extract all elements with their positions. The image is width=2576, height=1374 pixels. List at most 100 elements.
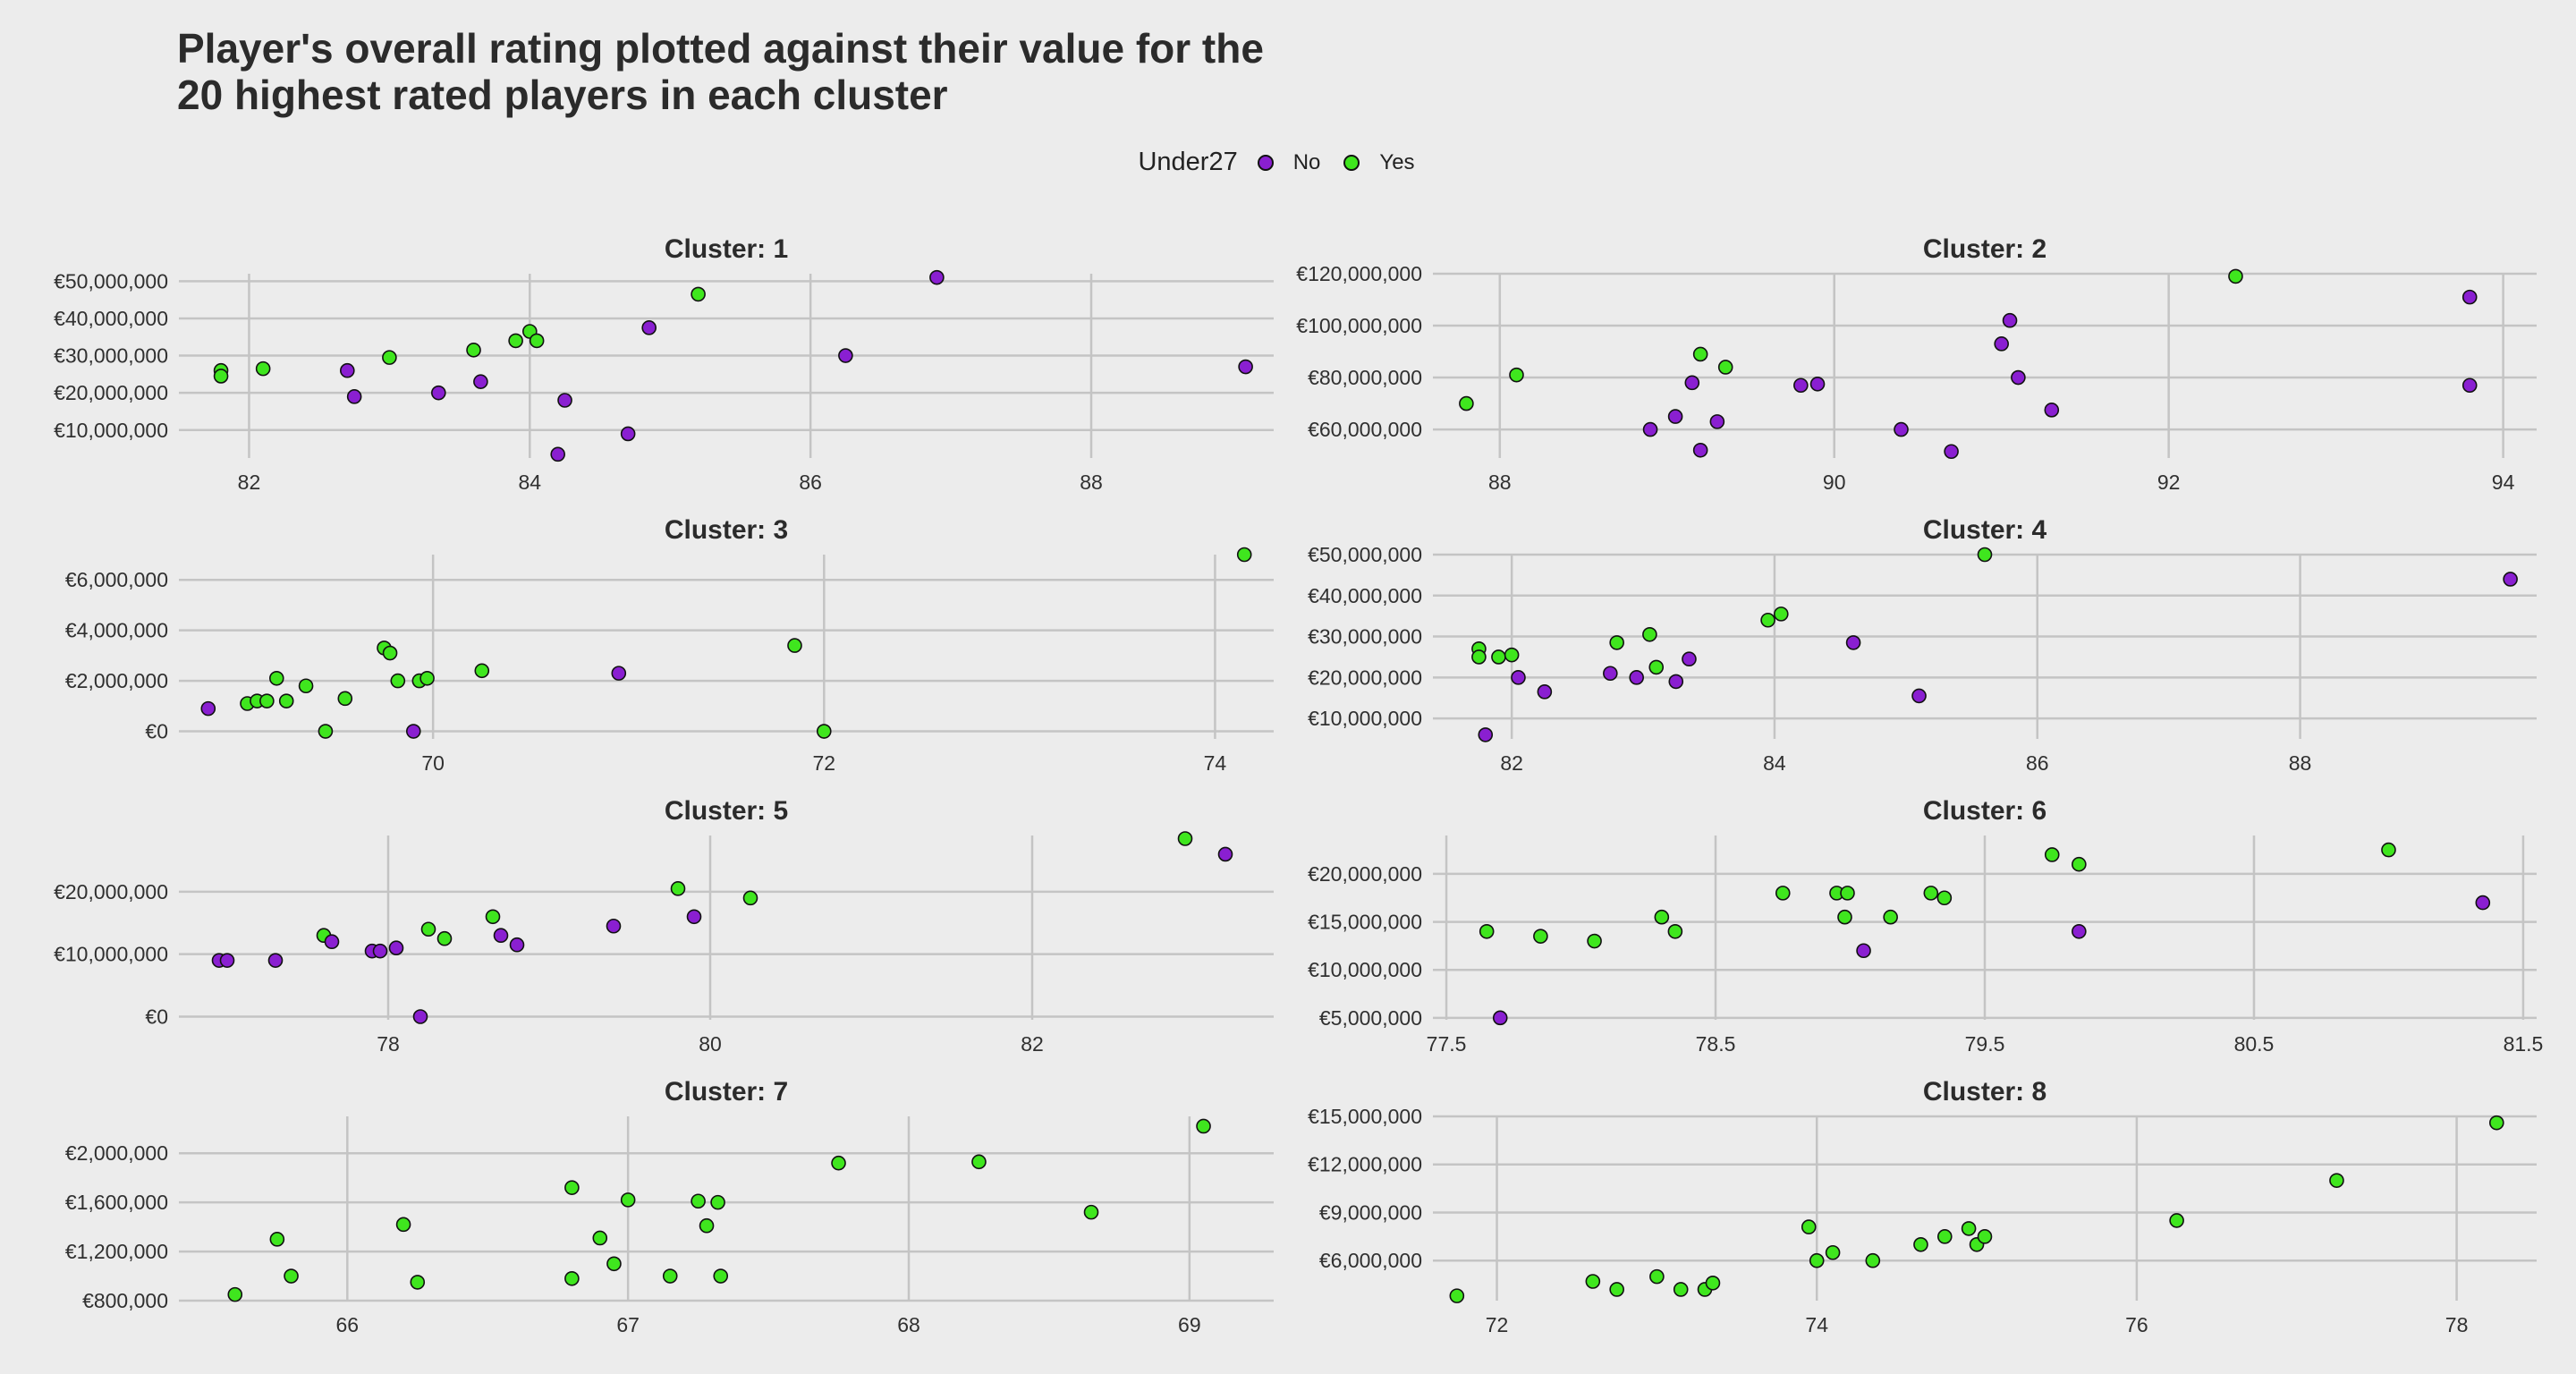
data-point-3-16 <box>611 666 627 681</box>
data-point-8-16 <box>2169 1213 2184 1228</box>
facet-panel-8: Cluster: 8 €6,000,000 €9,000,000 €12,000,00… <box>1308 1077 2537 1336</box>
facet-title-6: Cluster: 6 <box>1923 796 2046 826</box>
data-point-2-11 <box>1894 421 1909 437</box>
data-point-7-10 <box>662 1268 678 1284</box>
data-point-8-3 <box>1649 1268 1665 1285</box>
data-point-1-14 <box>620 426 636 442</box>
data-point-3-12 <box>405 724 421 739</box>
data-point-2-9 <box>1793 377 1809 394</box>
facet-panel-5: Cluster: 5 €0 €10,000,000 €20,000,000 78 80 82 <box>54 796 1274 1056</box>
y-tick-label-8-3: €15,000,000 <box>1308 1105 1422 1128</box>
data-point-6-0 <box>1479 923 1495 939</box>
data-point-2-17 <box>2228 268 2243 284</box>
x-tick-label-1-0: 82 <box>238 471 261 494</box>
data-point-8-11 <box>1913 1237 1928 1252</box>
y-tick-label-7-2: €1,600,000 <box>65 1191 168 1214</box>
data-point-8-2 <box>1609 1282 1624 1297</box>
y-tick-label-7-3: €2,000,000 <box>65 1141 168 1165</box>
data-point-8-13 <box>1961 1221 1977 1236</box>
data-point-5-8 <box>412 1009 428 1024</box>
data-point-5-9 <box>420 921 436 937</box>
data-point-4-17 <box>1911 688 1927 704</box>
data-point-8-8 <box>1809 1252 1825 1268</box>
data-point-3-14 <box>419 670 435 686</box>
x-tick-label-8-0: 72 <box>1486 1313 1509 1336</box>
y-tick-label-1-0: €10,000,000 <box>54 419 168 442</box>
data-point-6-14 <box>2044 847 2060 862</box>
x-tick-label-8-3: 78 <box>2445 1313 2469 1336</box>
data-point-7-2 <box>284 1268 299 1284</box>
data-point-6-6 <box>1775 886 1791 901</box>
data-point-3-0 <box>200 700 216 717</box>
data-point-8-18 <box>2488 1115 2504 1131</box>
x-tick-label-6-2: 79.5 <box>1965 1032 2005 1056</box>
x-tick-label-3-2: 74 <box>1204 751 1227 775</box>
facet-panel-1: Cluster: 1 €10,000,000 €20,000,000 €30,000,… <box>54 234 1274 494</box>
y-tick-label-3-0: €0 <box>145 720 168 743</box>
data-point-8-7 <box>1801 1219 1817 1234</box>
data-point-1-4 <box>346 389 362 404</box>
data-point-7-11 <box>691 1193 706 1209</box>
data-point-1-15 <box>641 320 657 335</box>
data-point-6-18 <box>2475 895 2491 911</box>
data-point-4-7 <box>1603 666 1618 682</box>
x-tick-label-7-3: 69 <box>1178 1313 1201 1336</box>
facet-title-5: Cluster: 5 <box>665 796 788 826</box>
data-point-3-19 <box>1236 547 1252 563</box>
data-point-8-12 <box>1936 1229 1953 1244</box>
data-point-7-17 <box>1083 1204 1099 1220</box>
data-point-7-16 <box>971 1154 987 1170</box>
data-point-1-17 <box>838 348 853 363</box>
x-tick-label-4-3: 88 <box>2289 751 2312 775</box>
data-point-3-18 <box>816 724 832 739</box>
facet-panel-2: Cluster: 2 €60,000,000 €80,000,000 €100,000… <box>1296 234 2537 494</box>
data-point-6-12 <box>1923 886 1939 901</box>
x-tick-label-5-1: 80 <box>699 1032 722 1056</box>
data-point-8-1 <box>1585 1274 1601 1289</box>
data-point-5-10 <box>436 930 453 946</box>
legend-swatch-yes <box>1343 154 1360 171</box>
y-tick-label-2-3: €120,000,000 <box>1296 262 1422 285</box>
data-point-3-3 <box>259 693 275 708</box>
data-point-6-15 <box>2072 856 2087 872</box>
x-tick-label-2-0: 88 <box>1488 471 1512 494</box>
data-point-5-7 <box>388 940 404 955</box>
y-tick-label-3-1: €2,000,000 <box>65 669 168 692</box>
y-tick-label-8-1: €9,000,000 <box>1319 1200 1422 1224</box>
y-tick-label-6-0: €5,000,000 <box>1319 1006 1422 1030</box>
x-tick-label-6-4: 81.5 <box>2504 1032 2544 1056</box>
data-point-3-6 <box>298 678 314 694</box>
data-point-5-14 <box>606 918 622 934</box>
y-tick-label-4-4: €50,000,000 <box>1308 543 1422 566</box>
data-point-1-18 <box>929 269 945 285</box>
data-point-6-11 <box>1883 909 1898 925</box>
data-point-7-8 <box>606 1256 622 1272</box>
data-point-4-14 <box>1760 612 1775 628</box>
y-tick-label-7-1: €1,200,000 <box>65 1240 168 1263</box>
data-point-7-13 <box>710 1194 725 1210</box>
data-point-8-15 <box>1977 1229 1993 1244</box>
data-point-8-17 <box>2329 1173 2344 1188</box>
data-point-7-4 <box>410 1275 426 1290</box>
data-point-6-13 <box>1936 890 1953 906</box>
y-tick-label-6-1: €10,000,000 <box>1308 958 1422 981</box>
data-point-2-10 <box>1809 377 1826 392</box>
data-point-7-5 <box>564 1180 580 1195</box>
y-tick-label-8-0: €6,000,000 <box>1319 1249 1422 1272</box>
data-point-5-1 <box>219 953 235 968</box>
y-tick-label-1-1: €20,000,000 <box>54 381 168 404</box>
x-tick-label-2-2: 92 <box>2157 471 2181 494</box>
data-point-2-5 <box>1692 346 1708 362</box>
data-point-1-2 <box>255 360 271 377</box>
data-point-2-8 <box>1717 360 1733 375</box>
y-tick-label-3-3: €6,000,000 <box>65 568 168 591</box>
y-tick-label-3-2: €4,000,000 <box>65 619 168 642</box>
data-point-6-2 <box>1533 929 1548 944</box>
data-point-8-0 <box>1449 1288 1465 1303</box>
data-point-4-6 <box>1537 684 1553 700</box>
data-point-5-11 <box>485 909 501 925</box>
chart-title-line-2: 20 highest rated players in each cluster <box>177 72 948 118</box>
x-tick-label-6-3: 80.5 <box>2234 1032 2275 1056</box>
y-tick-label-7-0: €800,000 <box>82 1289 168 1312</box>
